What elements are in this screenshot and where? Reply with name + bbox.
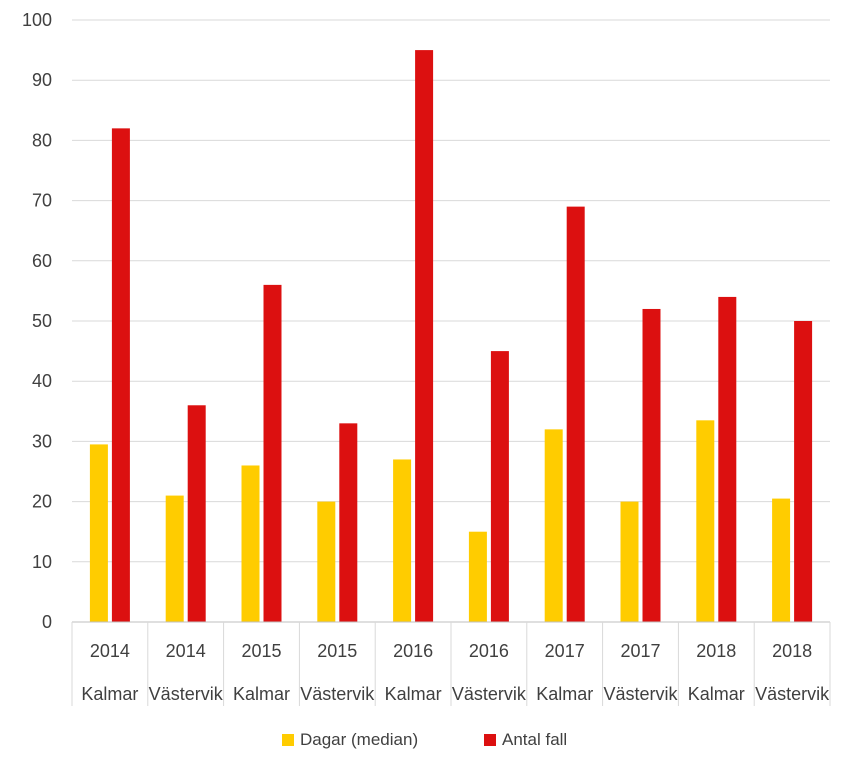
bar-dagar-median [468,531,487,622]
x-tick-label-place: Kalmar [688,684,745,704]
y-tick-label: 40 [32,371,52,391]
y-tick-label: 50 [32,311,52,331]
legend-swatch [484,734,496,746]
y-tick-label: 100 [22,10,52,30]
x-tick-label-place: Kalmar [385,684,442,704]
bar-dagar-median [317,501,336,622]
bar-dagar-median [696,420,715,622]
bar-dagar-median [620,501,639,622]
x-tick-label-place: Västervik [603,684,678,704]
y-tick-label: 90 [32,70,52,90]
x-tick-label-place: Kalmar [536,684,593,704]
bar-antal-fall [111,128,130,623]
legend-label: Antal fall [502,730,567,749]
y-tick-label: 0 [42,612,52,632]
x-tick-label-year: 2014 [90,641,130,661]
x-tick-label-place: Kalmar [233,684,290,704]
x-tick-label-place: Västervik [149,684,224,704]
x-tick-label-year: 2018 [772,641,812,661]
x-tick-label-year: 2015 [241,641,281,661]
bar-dagar-median [544,429,563,622]
bar-antal-fall [718,296,737,622]
bar-dagar-median [241,465,260,622]
bar-antal-fall [642,308,661,622]
legend-label: Dagar (median) [300,730,418,749]
bars [89,50,813,623]
x-tick-labels: 2014 Kalmar 2014 Västervik 2015 Kalmar 2015 Väs… [81,641,830,704]
bar-antal-fall [415,50,434,623]
x-tick-label-year: 2018 [696,641,736,661]
x-tick-label-year: 2014 [166,641,206,661]
bar-antal-fall [490,351,509,622]
bar-dagar-median [89,444,108,622]
bar-antal-fall [187,405,206,622]
y-tick-label: 70 [32,191,52,211]
bar-dagar-median [165,495,184,622]
bar-dagar-median [393,459,412,622]
bar-antal-fall [263,284,282,622]
x-tick-label-place: Västervik [300,684,375,704]
x-axis [71,621,831,706]
y-tick-label: 30 [32,431,52,451]
bar-antal-fall [339,423,358,622]
y-tick-label: 80 [32,130,52,150]
bar-antal-fall [566,206,585,622]
legend-swatch [282,734,294,746]
gridlines [72,19,830,563]
x-tick-label-year: 2016 [469,641,509,661]
x-tick-label-year: 2015 [317,641,357,661]
bar-antal-fall [794,321,813,622]
x-tick-label-place: Västervik [755,684,830,704]
x-tick-label-year: 2017 [620,641,660,661]
x-tick-label-year: 2017 [545,641,585,661]
x-tick-label-place: Västervik [452,684,527,704]
legend: Dagar (median) Antal fall [282,730,567,749]
bar-dagar-median [772,498,791,622]
y-tick-label: 10 [32,552,52,572]
x-tick-label-year: 2016 [393,641,433,661]
y-axis: 0 10 20 30 40 50 60 70 80 90 100 [22,10,52,632]
y-tick-label: 20 [32,492,52,512]
y-tick-label: 60 [32,251,52,271]
x-tick-label-place: Kalmar [81,684,138,704]
